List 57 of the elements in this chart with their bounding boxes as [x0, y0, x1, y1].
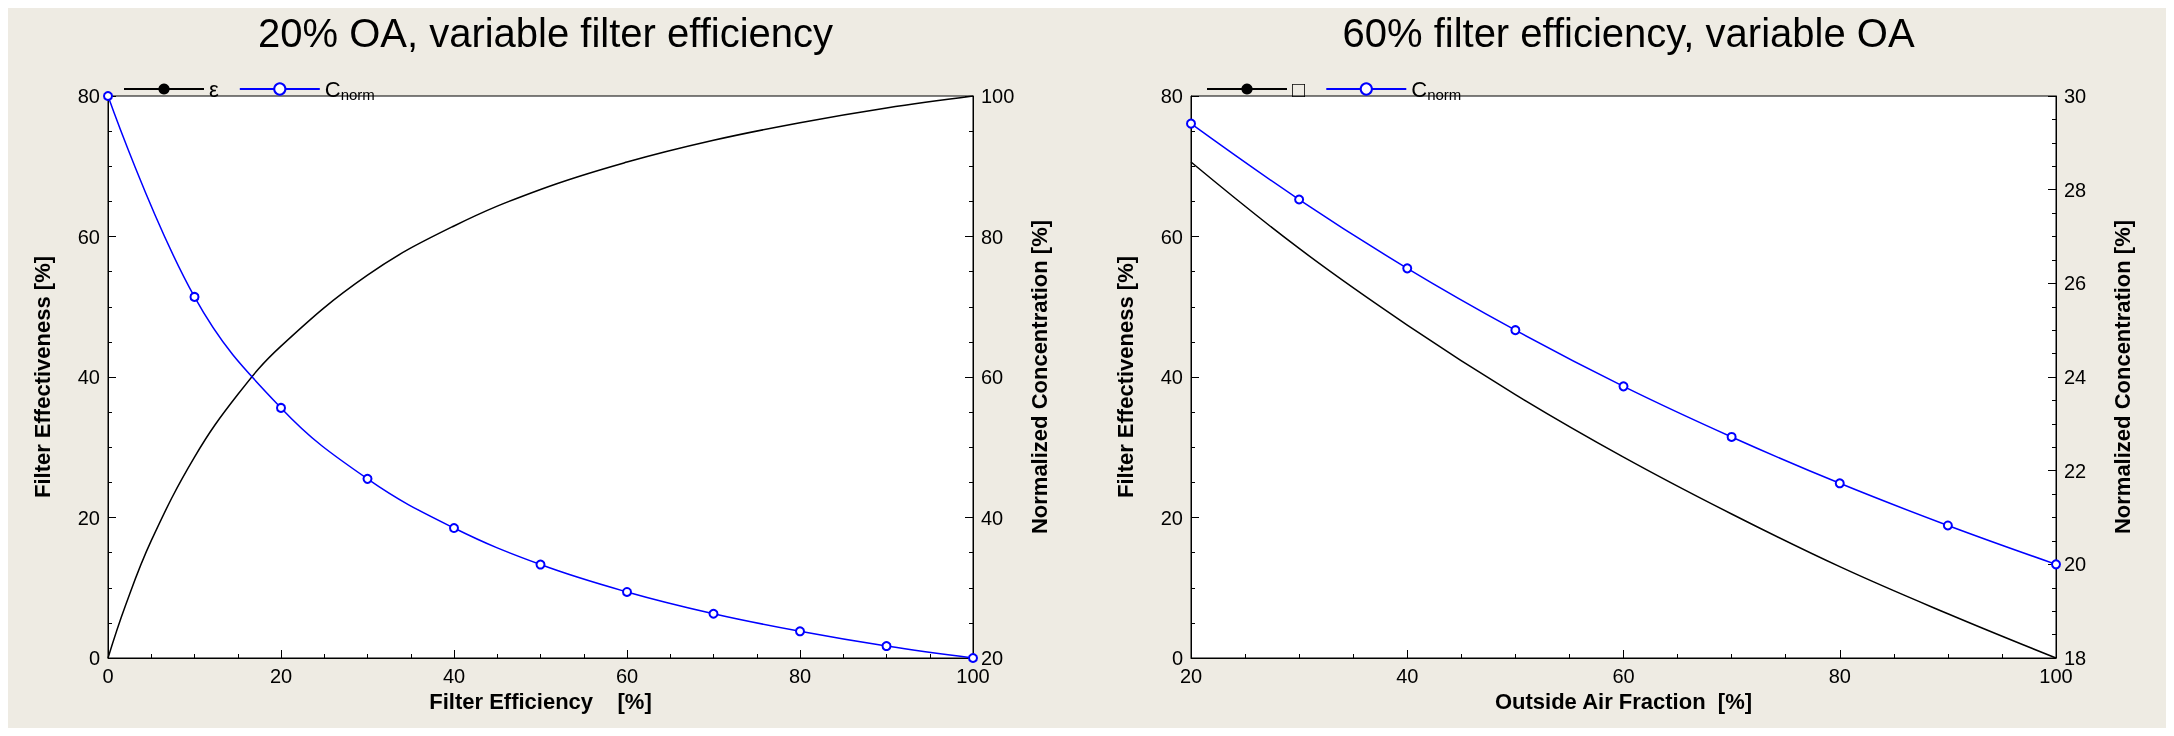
y2-axis-title: Normalized Concentration [%] [1026, 219, 1052, 535]
y2-tick-label: 24 [2064, 366, 2087, 388]
point [362, 473, 373, 484]
point [968, 653, 978, 663]
point [1618, 381, 1629, 392]
y2-tick-label: 30 [2064, 85, 2087, 107]
y-tick-label: 60 [1160, 225, 1183, 248]
y-tick-label: 20 [1160, 506, 1183, 529]
x-tick-label: 60 [615, 665, 639, 687]
y2-axis-title: Normalized Concentration [%] [2109, 219, 2135, 535]
y2-tick-label: 22 [2064, 459, 2087, 482]
chart-title: 60% filter efficiency, variable OA [1342, 11, 1915, 55]
point [1510, 325, 1521, 336]
y2-tick-label: 28 [2064, 178, 2087, 201]
point [1186, 118, 1196, 129]
legend-label: □ [1292, 76, 1306, 102]
x-tick-label: 20 [269, 665, 293, 687]
y-tick-label: 0 [88, 647, 100, 669]
y2-tick-label: 20 [2064, 553, 2087, 576]
point [622, 586, 632, 597]
point [103, 91, 113, 101]
x-tick-label: 60 [1612, 665, 1635, 687]
point [276, 402, 286, 413]
point [795, 626, 805, 637]
x-axis-title: Outside Air Fraction [%] [1494, 689, 1753, 715]
x-tick-label: 0 [102, 665, 114, 687]
y-axis-title: Filter Effectiveness [%] [1112, 255, 1138, 499]
y-tick-label: 80 [77, 85, 100, 107]
x-axis-title: Filter Efficiency [%] [429, 689, 652, 715]
x-tick-label: 80 [788, 665, 812, 687]
y-tick-label: 80 [1160, 85, 1183, 107]
y2-tick-label: 100 [981, 85, 1015, 107]
point [535, 559, 546, 570]
x-tick-label: 40 [442, 665, 466, 687]
y2-tick-label: 26 [2064, 272, 2087, 295]
point [881, 641, 892, 652]
y2-tick-label: 40 [981, 506, 1004, 529]
point [708, 608, 719, 619]
y-tick-label: 60 [77, 225, 100, 248]
point [1402, 263, 1413, 274]
x-tick-label: 40 [1396, 665, 1419, 687]
y-axis-title: Filter Effectiveness [%] [29, 255, 55, 499]
chart-title: 20% OA, variable filter efficiency [257, 11, 834, 55]
y-tick-label: 40 [77, 366, 100, 388]
point [449, 523, 459, 534]
y-tick-label: 20 [77, 506, 100, 529]
point [1294, 194, 1305, 205]
legend-label: ε [209, 76, 219, 102]
y2-tick-label: 80 [981, 225, 1004, 248]
x-tick-label: 80 [1828, 665, 1851, 687]
point [1726, 431, 1737, 442]
y2-tick-label: 60 [981, 366, 1004, 388]
point [2051, 559, 2061, 570]
point [189, 291, 200, 302]
point [1834, 478, 1845, 489]
y-tick-label: 40 [1160, 366, 1183, 388]
point [1942, 520, 1953, 531]
